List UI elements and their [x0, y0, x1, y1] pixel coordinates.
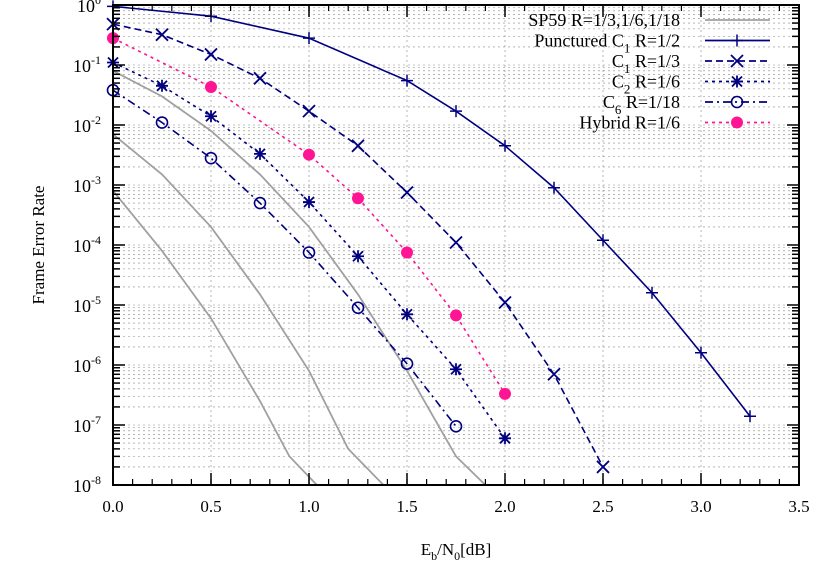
svg-text:0.5: 0.5: [200, 497, 221, 516]
svg-text:10-1: 10-1: [73, 53, 101, 76]
svg-text:C6 R=1/18: C6 R=1/18: [603, 92, 680, 117]
legend-entry: C6 R=1/18: [603, 92, 770, 117]
svg-text:10-7: 10-7: [73, 413, 101, 436]
svg-text:1.5: 1.5: [396, 497, 417, 516]
grid: [113, 5, 799, 485]
svg-text:10-3: 10-3: [73, 173, 101, 196]
svg-text:C1 R=1/3: C1 R=1/3: [612, 51, 680, 76]
svg-text:C2 R=1/6: C2 R=1/6: [612, 72, 680, 97]
svg-text:1.0: 1.0: [298, 497, 319, 516]
svg-text:10-6: 10-6: [73, 353, 101, 376]
svg-text:10-2: 10-2: [73, 113, 101, 136]
series-2: [106, 17, 610, 474]
svg-text:10-4: 10-4: [73, 233, 101, 256]
svg-text:100: 100: [77, 0, 101, 16]
plot-frame: [112, 4, 800, 486]
series-1: [107, 0, 756, 423]
legend-entry: Hybrid R=1/6: [579, 113, 770, 133]
svg-text:0.0: 0.0: [102, 497, 123, 516]
svg-text:2.5: 2.5: [592, 497, 613, 516]
svg-text:10-8: 10-8: [73, 473, 101, 496]
legend-entry: C2 R=1/6: [612, 72, 770, 97]
series-5: [107, 32, 511, 400]
svg-text:3.5: 3.5: [788, 497, 809, 516]
svg-text:10-5: 10-5: [73, 293, 101, 316]
svg-text:Hybrid R=1/6: Hybrid R=1/6: [579, 113, 680, 133]
y-axis-label: Frame Error Rate: [29, 186, 48, 305]
data-series: [106, 0, 756, 486]
legend-entry: Punctured C1 R=1/2: [534, 31, 770, 56]
axis-ticks: 0.0 0.5 1.0 1.5 2.0 2.5 3.0 3.5 100 10-1 10-2 10-3 1…: [73, 0, 810, 516]
x-axis-label: Eb/N0[dB]: [421, 540, 492, 563]
svg-text:3.0: 3.0: [690, 497, 711, 516]
legend-entry: SP59 R=1/3,1/6,1/18: [528, 10, 770, 30]
svg-text:Punctured C1 R=1/2: Punctured C1 R=1/2: [534, 31, 680, 56]
legend-entry: C1 R=1/3: [612, 51, 770, 76]
svg-text:2.0: 2.0: [494, 497, 515, 516]
series-0: [112, 70, 487, 486]
svg-text:SP59 R=1/3,1/6,1/18: SP59 R=1/3,1/6,1/18: [528, 10, 680, 30]
